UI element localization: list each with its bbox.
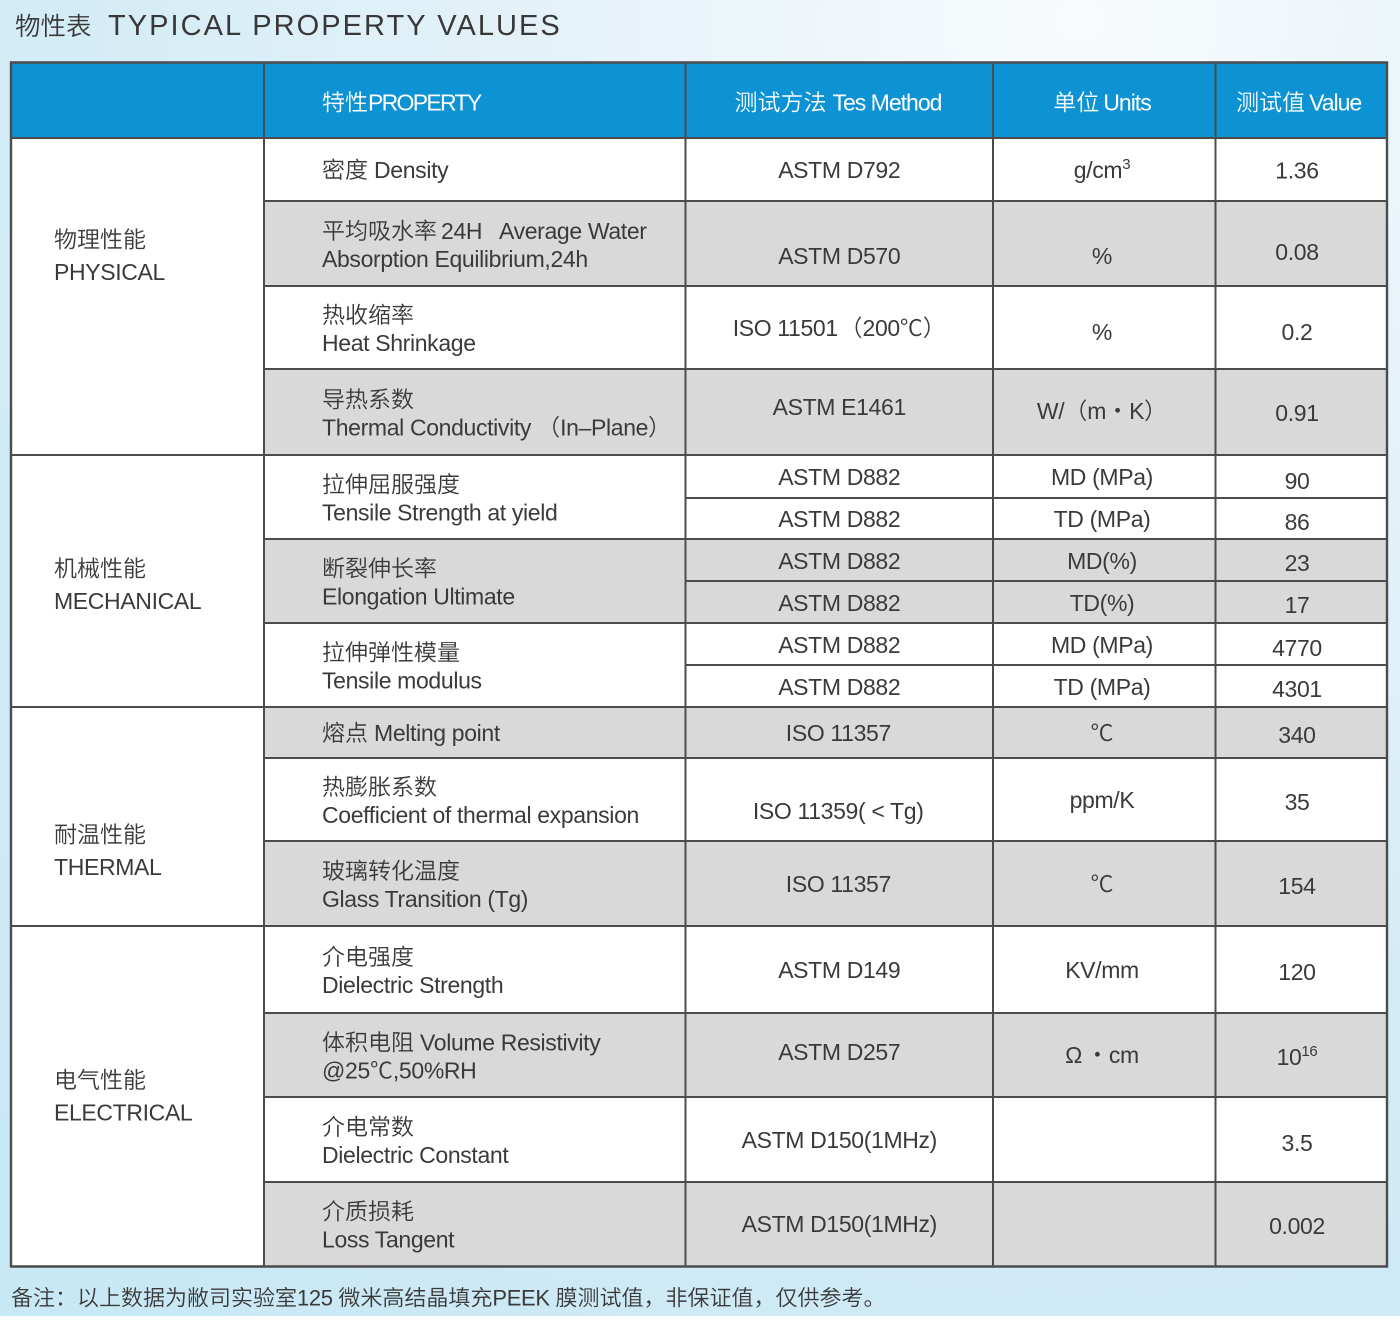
svg-text:86: 86 xyxy=(1285,509,1310,535)
svg-text:3.5: 3.5 xyxy=(1282,1130,1313,1156)
svg-text:%: % xyxy=(1092,243,1112,269)
svg-text:ASTM D882: ASTM D882 xyxy=(778,632,900,658)
svg-text:,50%RH: ,50%RH xyxy=(393,1058,477,1084)
svg-text:W/: W/ xyxy=(1037,398,1065,424)
svg-text:ISO 11359( < Tg): ISO 11359( < Tg) xyxy=(753,798,924,824)
svg-text:g/cm: g/cm xyxy=(1074,157,1122,183)
svg-text:0.2: 0.2 xyxy=(1282,319,1313,345)
svg-text:0.91: 0.91 xyxy=(1275,400,1318,426)
svg-text:TYPICAL PROPERTY VALUES: TYPICAL PROPERTY VALUES xyxy=(108,10,562,42)
svg-text:Elongation Ultimate: Elongation Ultimate xyxy=(322,584,515,610)
svg-text:Dielectric Strength: Dielectric Strength xyxy=(322,972,503,998)
svg-text:ASTM D882: ASTM D882 xyxy=(778,674,900,700)
svg-text:200: 200 xyxy=(863,315,900,341)
svg-text:THERMAL: THERMAL xyxy=(54,854,162,880)
svg-text:Thermal Conductivity: Thermal Conductivity xyxy=(322,415,537,441)
svg-text:16: 16 xyxy=(1301,1043,1317,1060)
svg-text:Glass Transition (Tg): Glass Transition (Tg) xyxy=(322,886,528,912)
svg-text:10: 10 xyxy=(1277,1044,1302,1070)
svg-text:120: 120 xyxy=(1278,959,1315,985)
svg-text:Heat Shrinkage: Heat Shrinkage xyxy=(322,330,476,356)
svg-text:ASTM D150(1MHz): ASTM D150(1MHz) xyxy=(742,1127,937,1153)
svg-text:MD (MPa): MD (MPa) xyxy=(1051,464,1153,490)
svg-text:ASTM D882: ASTM D882 xyxy=(778,590,900,616)
svg-text:Absorption Equilibrium,24h: Absorption Equilibrium,24h xyxy=(322,246,588,272)
svg-text:Tes Method: Tes Method xyxy=(833,90,942,116)
svg-text:MD(%): MD(%) xyxy=(1067,548,1137,574)
svg-text:%: % xyxy=(1092,319,1112,345)
svg-text:340: 340 xyxy=(1278,722,1315,748)
svg-text:0.002: 0.002 xyxy=(1269,1213,1325,1239)
svg-text:Tensile modulus: Tensile modulus xyxy=(322,668,482,694)
svg-text:17: 17 xyxy=(1285,592,1310,618)
svg-text:ppm/K: ppm/K xyxy=(1070,787,1136,813)
svg-text:TD(%): TD(%) xyxy=(1070,590,1135,616)
svg-text:Loss Tangent: Loss Tangent xyxy=(322,1227,455,1253)
svg-text:125: 125 xyxy=(297,1286,338,1311)
svg-text:ASTM D792: ASTM D792 xyxy=(778,157,900,183)
svg-text:Ω: Ω xyxy=(1065,1042,1082,1068)
svg-text:Tensile Strength at yield: Tensile Strength at yield xyxy=(322,500,557,526)
svg-text:1.36: 1.36 xyxy=(1275,158,1318,184)
svg-text:ASTM E1461: ASTM E1461 xyxy=(773,394,906,420)
svg-text:ISO 11501: ISO 11501 xyxy=(733,315,838,341)
svg-text:Value: Value xyxy=(1309,90,1361,116)
svg-text:@25: @25 xyxy=(322,1058,370,1084)
svg-text:Volume Resistivity: Volume Resistivity xyxy=(414,1030,601,1056)
svg-text:cm: cm xyxy=(1109,1042,1139,1068)
svg-text:ASTM D882: ASTM D882 xyxy=(778,464,900,490)
svg-text:Melting point: Melting point xyxy=(368,720,501,746)
svg-text:ASTM D570: ASTM D570 xyxy=(778,243,900,269)
svg-text:4770: 4770 xyxy=(1272,635,1322,661)
svg-text:24H Average Water: 24H Average Water xyxy=(441,218,647,244)
svg-text:Density: Density xyxy=(368,157,449,183)
svg-text:PEEK: PEEK xyxy=(492,1286,555,1311)
svg-text:Coefficient of thermal expansi: Coefficient of thermal expansion xyxy=(322,802,639,828)
svg-text:ASTM D257: ASTM D257 xyxy=(778,1039,900,1065)
svg-text:23: 23 xyxy=(1285,550,1310,576)
svg-text:ASTM D882: ASTM D882 xyxy=(778,506,900,532)
svg-text:0.08: 0.08 xyxy=(1275,239,1318,265)
svg-text:TD (MPa): TD (MPa) xyxy=(1054,506,1151,532)
svg-text:ASTM D149: ASTM D149 xyxy=(778,957,900,983)
svg-text:KV/mm: KV/mm xyxy=(1065,957,1139,983)
svg-text:ELECTRICAL: ELECTRICAL xyxy=(54,1100,193,1126)
svg-text:ISO 11357: ISO 11357 xyxy=(786,720,891,746)
svg-text:Dielectric Constant: Dielectric Constant xyxy=(322,1142,509,1168)
svg-text:35: 35 xyxy=(1285,789,1310,815)
svg-text:ASTM D150(1MHz): ASTM D150(1MHz) xyxy=(742,1211,937,1237)
svg-text:m: m xyxy=(1087,398,1106,424)
svg-text:TD (MPa): TD (MPa) xyxy=(1054,674,1151,700)
svg-text:ASTM D882: ASTM D882 xyxy=(778,548,900,574)
svg-text:MD (MPa): MD (MPa) xyxy=(1051,632,1153,658)
svg-text:MECHANICAL: MECHANICAL xyxy=(54,588,202,614)
svg-text:Units: Units xyxy=(1103,90,1151,116)
svg-text:90: 90 xyxy=(1285,468,1310,494)
svg-text:K: K xyxy=(1129,398,1145,424)
svg-text:PHYSICAL: PHYSICAL xyxy=(54,259,166,285)
svg-text:ISO 11357: ISO 11357 xyxy=(786,871,891,897)
svg-text:PROPERTY: PROPERTY xyxy=(368,90,482,116)
svg-text:4301: 4301 xyxy=(1272,676,1322,702)
svg-text:3: 3 xyxy=(1122,156,1130,173)
svg-text:In–Plane: In–Plane xyxy=(560,415,648,441)
svg-text:154: 154 xyxy=(1278,873,1316,899)
